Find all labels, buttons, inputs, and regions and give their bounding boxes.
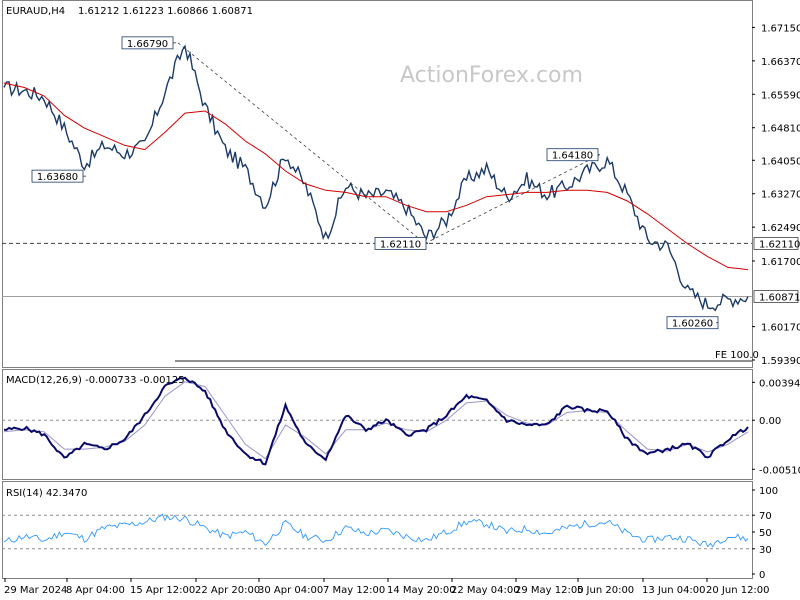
annotation-label: 1.62110 [380, 239, 421, 250]
x-tick-label: 8 Apr 04:00 [66, 585, 125, 596]
trend-connector-down [177, 42, 426, 244]
price-ytick-label: 1.64810 [761, 124, 800, 135]
axis-layer: 1.67150 1.66370 1.65590 1.64810 1.64050 1.632… [4, 23, 800, 596]
rsi-ytick-label: 70 [759, 511, 772, 522]
macd-ytick-label: -0.005103 [759, 465, 800, 476]
macd-signal-line [3, 381, 749, 460]
annotation-label: 1.60260 [672, 319, 713, 330]
moving-average-line [3, 82, 749, 271]
current-price-tag: 1.60871 [759, 293, 800, 304]
x-tick-label: 13 Jun 04:00 [642, 585, 706, 596]
macd-ytick-label: 0.00 [759, 416, 781, 427]
price-header-symbol: EURAUD,H4 [6, 6, 65, 17]
rsi-ytick-label: 50 [759, 528, 772, 539]
annotation-label: 1.63680 [37, 172, 78, 183]
price-ytick-label: 1.61700 [761, 257, 800, 268]
price-ytick-label: 1.60170 [761, 323, 800, 334]
price-ytick-label: 1.63270 [761, 190, 800, 201]
price-ytick-label: 1.62490 [761, 223, 800, 234]
rsi-panel-frame [2, 481, 753, 579]
x-tick-label: 22 May 04:00 [451, 585, 520, 596]
x-tick-label: 7 May 12:00 [323, 585, 385, 596]
price-layer: 1.66790 1.63680 1.62110 1.64180 1.60260 [2, 36, 752, 362]
price-ytick-label: 1.64050 [761, 156, 800, 167]
macd-main-line [3, 376, 749, 466]
annotation-label: 1.64180 [552, 151, 593, 162]
macd-layer [2, 376, 752, 466]
rsi-ytick-label: 0 [759, 570, 765, 581]
x-tick-label: 29 Mar 2024 [4, 585, 67, 596]
trend-connector-up [424, 154, 601, 244]
price-ytick-label: 1.65590 [761, 90, 800, 101]
x-tick-label: 5 Jun 20:00 [577, 585, 634, 596]
price-ytick-label: 1.59390 [761, 356, 800, 367]
x-tick-label: 30 Apr 04:00 [258, 585, 323, 596]
rsi-ytick-label: 100 [759, 486, 778, 497]
annotation-label: 1.66790 [127, 39, 168, 50]
price-series-line [3, 44, 749, 312]
fe-label: FE 100.0 [715, 350, 759, 361]
x-tick-label: 14 May 20:00 [387, 585, 456, 596]
price-ytick-label: 1.66370 [761, 57, 800, 68]
rsi-line [3, 513, 749, 548]
price-ytick-label: 1.67150 [761, 23, 800, 34]
price-panel-frame [2, 0, 753, 368]
macd-header: MACD(12,26,9) -0.000733 -0.00125 [6, 375, 185, 386]
support-price-tag: 1.62110 [759, 239, 800, 250]
rsi-layer [2, 513, 752, 550]
current-price-tag-box [753, 290, 799, 303]
x-tick-label: 15 Apr 12:00 [130, 585, 195, 596]
rsi-header: RSI(14) 42.3470 [6, 488, 87, 499]
x-tick-label: 22 Apr 20:00 [195, 585, 260, 596]
support-price-tag-box [753, 237, 799, 250]
watermark: ActionForex.com [400, 63, 583, 88]
price-header-ohlc: 1.61212 1.61223 1.60866 1.60871 [78, 6, 253, 17]
rsi-ytick-label: 30 [759, 545, 772, 556]
x-tick-label: 29 May 12:00 [515, 585, 584, 596]
macd-ytick-label: 0.003941 [759, 378, 800, 389]
x-tick-label: 20 Jun 12:00 [706, 585, 770, 596]
